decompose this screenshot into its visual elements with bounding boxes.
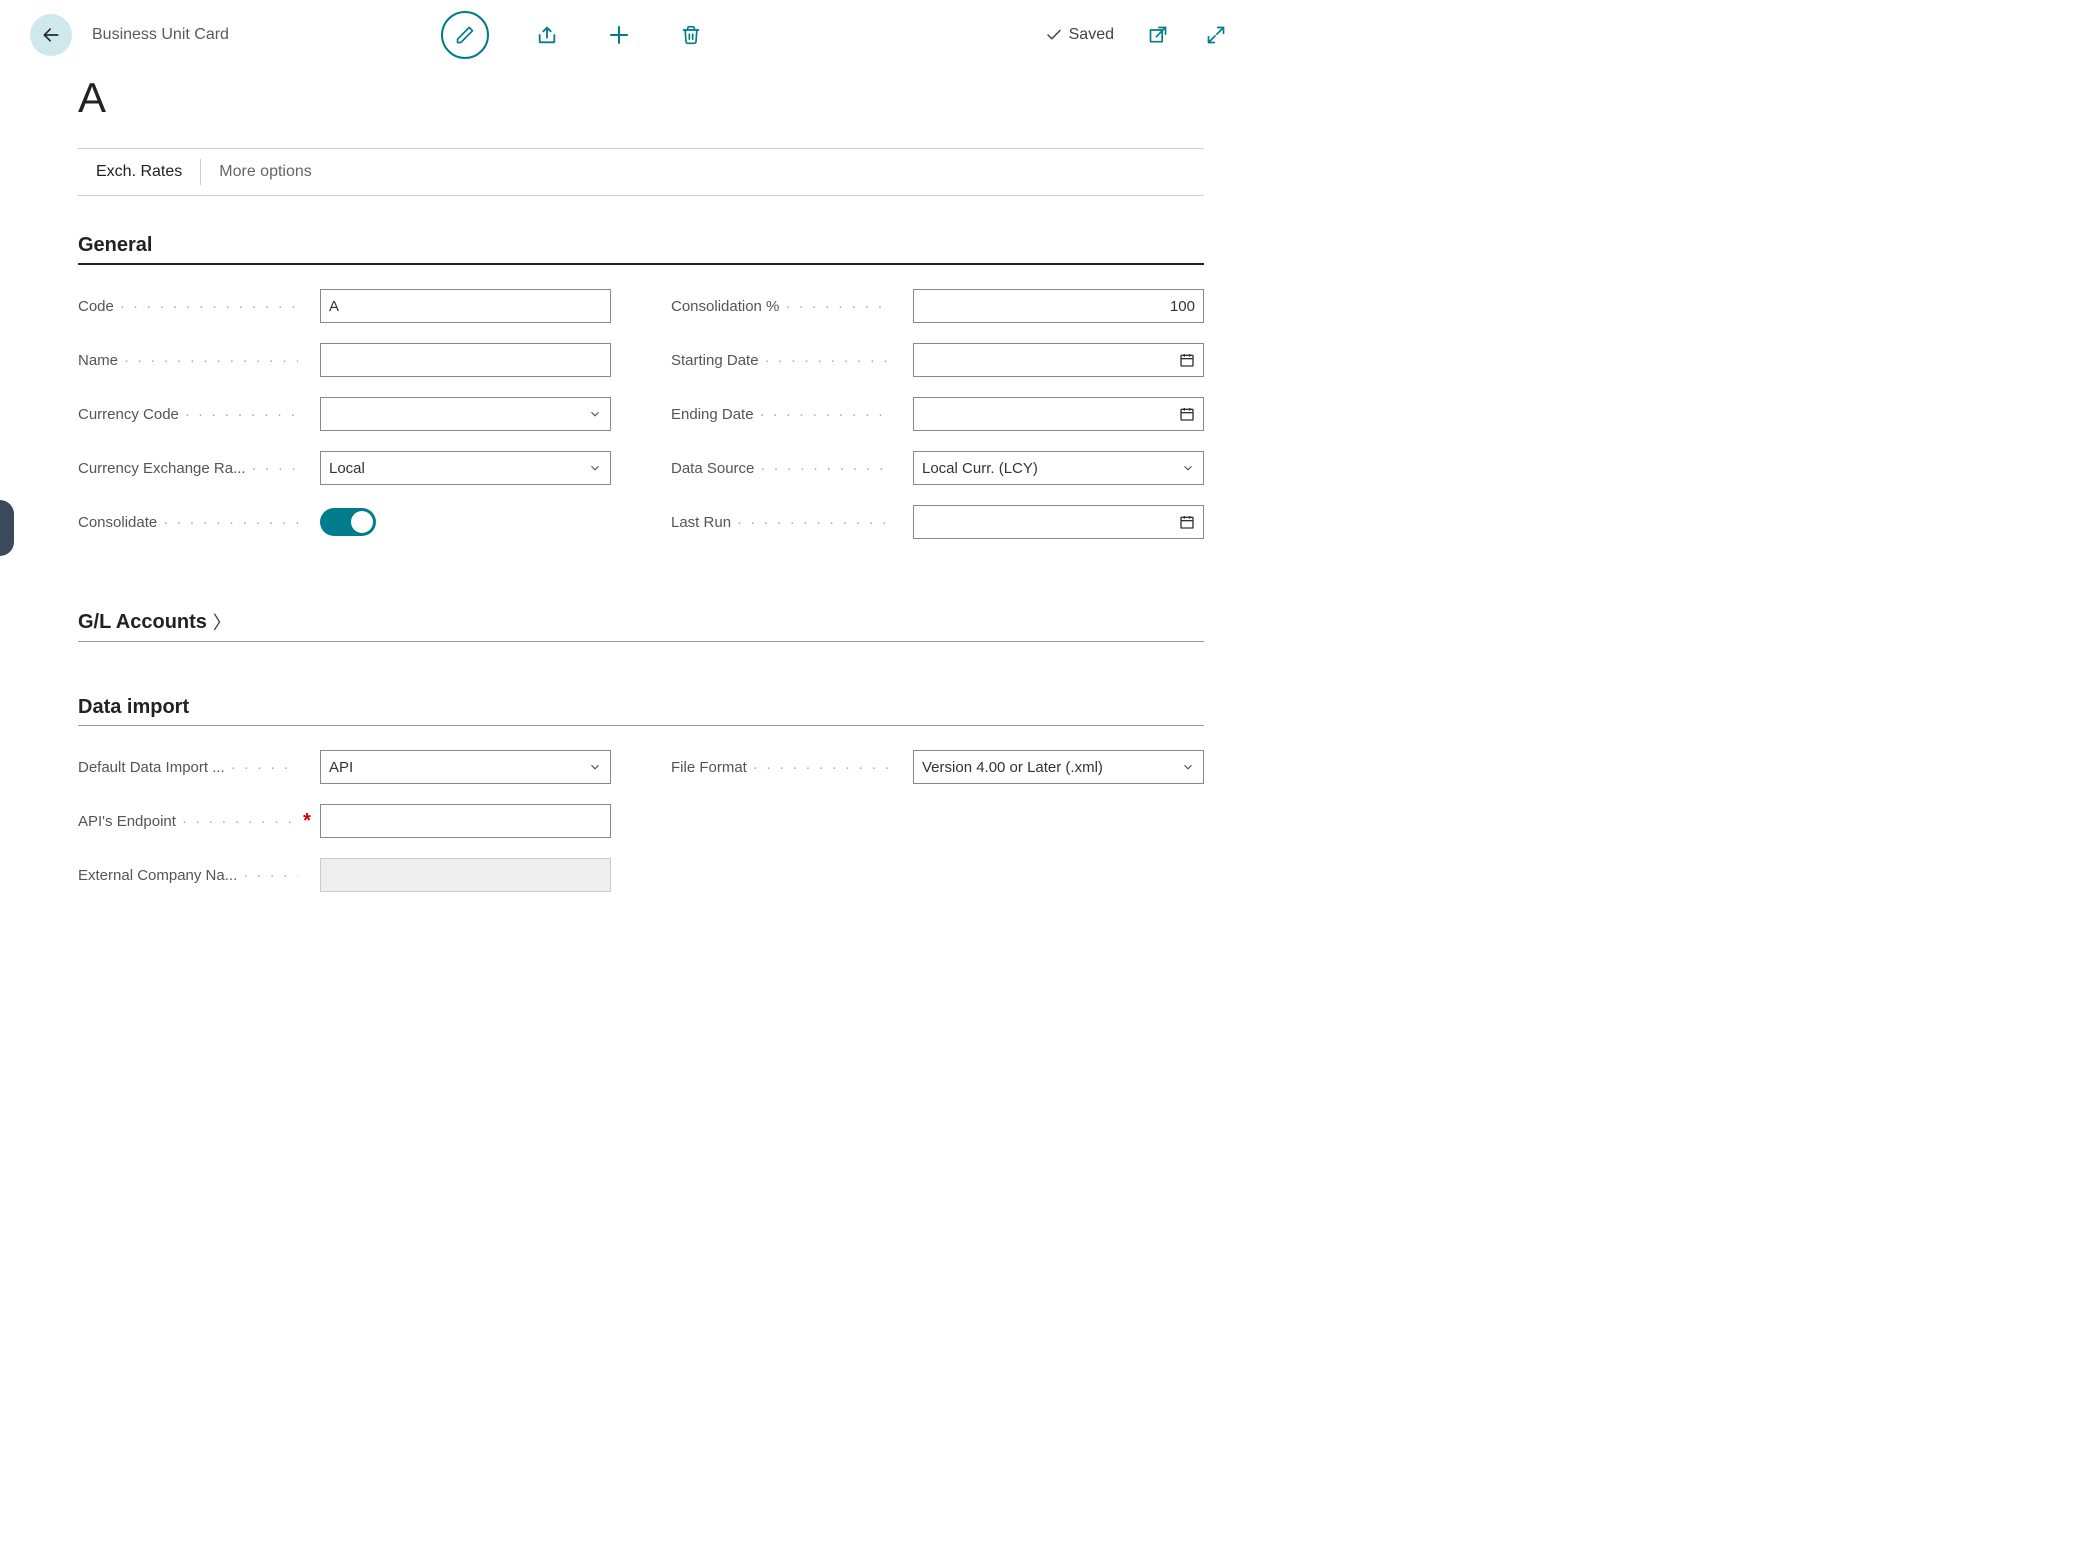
page-header: Business Unit Card Saved [30, 10, 1230, 60]
back-button[interactable] [30, 14, 72, 56]
chevron-down-icon [588, 760, 602, 774]
chevron-down-icon [588, 407, 602, 421]
label-default-data-import: Default Data Import ... [78, 759, 298, 776]
label-consolidate: Consolidate [78, 514, 298, 531]
select-currency-code[interactable] [320, 397, 611, 431]
label-name: Name [78, 352, 298, 369]
label-data-source: Data Source [671, 460, 891, 477]
share-icon [536, 24, 558, 46]
calendar-icon [1179, 352, 1195, 368]
label-file-format: File Format [671, 759, 891, 776]
toggle-consolidate[interactable] [320, 508, 376, 536]
chevron-down-icon [588, 461, 602, 475]
expand-icon [1206, 25, 1226, 45]
toggle-knob [351, 511, 373, 533]
section-general-header[interactable]: General [78, 234, 1204, 265]
action-exch-rates[interactable]: Exch. Rates [78, 157, 200, 187]
label-last-run: Last Run [671, 514, 891, 531]
input-name[interactable] [320, 343, 611, 377]
label-currency-code: Currency Code [78, 406, 298, 423]
input-external-company [320, 858, 611, 892]
input-api-endpoint[interactable] [320, 804, 611, 838]
required-marker: * [298, 810, 316, 833]
calendar-icon [1179, 514, 1195, 530]
arrow-left-icon [41, 25, 61, 45]
expand-button[interactable] [1202, 21, 1230, 49]
section-data-import-label: Data import [78, 696, 189, 719]
plus-icon [607, 23, 631, 47]
share-button[interactable] [533, 21, 561, 49]
saved-indicator: Saved [1045, 26, 1114, 44]
calendar-icon [1179, 406, 1195, 422]
label-currency-exch-rate: Currency Exchange Ra... [78, 460, 298, 477]
edit-button[interactable] [441, 11, 489, 59]
action-more-options[interactable]: More options [201, 157, 330, 187]
input-code[interactable]: A [320, 289, 611, 323]
new-button[interactable] [605, 21, 633, 49]
saved-label: Saved [1069, 26, 1114, 44]
select-currency-exch-rate[interactable]: Local [320, 451, 611, 485]
label-consolidation-pct: Consolidation % [671, 298, 891, 315]
select-default-data-import[interactable]: API [320, 750, 611, 784]
select-data-source[interactable]: Local Curr. (LCY) [913, 451, 1204, 485]
page-type-label: Business Unit Card [92, 26, 229, 44]
section-data-import-header[interactable]: Data import [78, 696, 1204, 726]
chevron-down-icon [1181, 760, 1195, 774]
label-ending-date: Ending Date [671, 406, 891, 423]
input-last-run[interactable] [913, 505, 1204, 539]
chevron-right-icon: 〉 [213, 609, 231, 635]
input-starting-date[interactable] [913, 343, 1204, 377]
input-consolidation-pct[interactable]: 100 [913, 289, 1204, 323]
label-starting-date: Starting Date [671, 352, 891, 369]
select-file-format[interactable]: Version 4.00 or Later (.xml) [913, 750, 1204, 784]
section-gl-accounts-label: G/L Accounts [78, 611, 207, 634]
delete-button[interactable] [677, 21, 705, 49]
label-external-company: External Company Na... [78, 867, 298, 884]
page-title: A [78, 74, 1230, 122]
label-code: Code [78, 298, 298, 315]
check-icon [1045, 26, 1063, 44]
input-ending-date[interactable] [913, 397, 1204, 431]
chevron-down-icon [1181, 461, 1195, 475]
section-general-label: General [78, 234, 152, 257]
pencil-icon [455, 25, 475, 45]
action-bar: Exch. Rates More options [78, 148, 1204, 196]
trash-icon [681, 24, 701, 46]
section-gl-accounts-header[interactable]: G/L Accounts 〉 [78, 609, 1204, 642]
popout-icon [1148, 25, 1168, 45]
popout-button[interactable] [1144, 21, 1172, 49]
label-api-endpoint: API's Endpoint [78, 813, 298, 830]
